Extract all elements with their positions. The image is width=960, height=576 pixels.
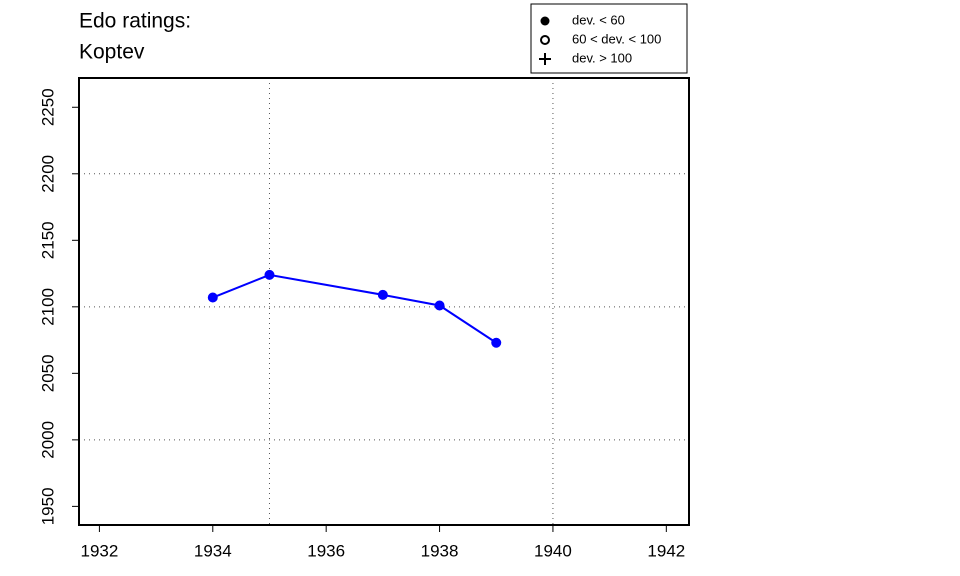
x-tick-label: 1942 [647, 541, 685, 560]
y-tick-label: 2050 [38, 354, 57, 392]
x-tick-label: 1938 [421, 541, 459, 560]
legend-box [530, 3, 688, 74]
x-tick-label: 1934 [194, 541, 232, 560]
data-point [434, 300, 445, 311]
x-tick-label: 1940 [534, 541, 572, 560]
x-tick-label: 1932 [80, 541, 118, 560]
legend-label: dev. > 100 [572, 50, 632, 65]
chart-title: Edo ratings: [79, 10, 191, 33]
y-tick-label: 2150 [38, 221, 57, 259]
y-tick-label: 2000 [38, 421, 57, 459]
legend-label: dev. < 60 [572, 12, 625, 27]
legend-marker [540, 16, 550, 26]
data-point [207, 292, 218, 303]
data-point [491, 337, 502, 348]
y-tick-label: 2250 [38, 88, 57, 126]
plot-frame [78, 77, 690, 526]
chart-subtitle: Koptev [79, 41, 145, 64]
y-tick-label: 2100 [38, 288, 57, 326]
data-point [264, 269, 275, 280]
y-tick-label: 1950 [38, 487, 57, 525]
data-point [377, 289, 388, 300]
legend-marker [540, 35, 550, 45]
x-tick-label: 1936 [307, 541, 345, 560]
y-tick-label: 2200 [38, 155, 57, 193]
legend-label: 60 < dev. < 100 [572, 31, 661, 46]
